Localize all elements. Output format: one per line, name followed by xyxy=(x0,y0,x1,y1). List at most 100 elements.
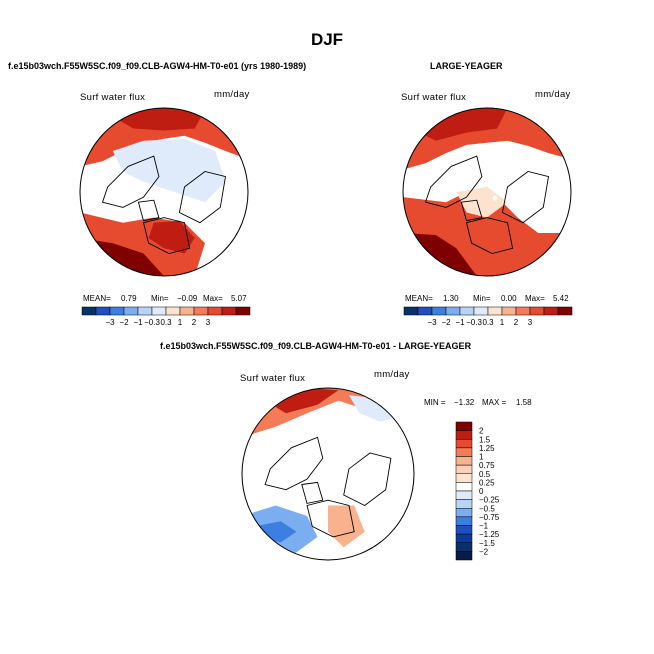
panel2-colorbar-swatch xyxy=(557,306,573,316)
panel2-max-label: Max= xyxy=(525,294,545,303)
panel3-map-coastline xyxy=(306,499,355,538)
panel3-stats: MIN = −1.32 MAX = 1.58 xyxy=(424,398,564,407)
panel1-colorbar-tick-label: 3 xyxy=(206,318,211,327)
panel2-colorbar-swatch xyxy=(515,306,531,316)
panel1-colorbar-tick-label: 1 xyxy=(178,318,183,327)
panel2-colorbar-tick-label: 2 xyxy=(514,318,519,327)
panel3-colorbar-swatch xyxy=(455,447,473,457)
panel3-map-region-europe-warm xyxy=(328,505,365,548)
panel1-units-label: mm/day xyxy=(214,89,250,100)
panel1-map-border xyxy=(79,107,249,277)
figure-title: DJF xyxy=(310,30,344,49)
panel3-colorbar-swatch xyxy=(455,551,473,561)
panel1-colorbar-swatch xyxy=(81,306,97,316)
panel2-mean-label: MEAN= xyxy=(405,294,433,303)
panel2-colorbar-tick-label: 0.3 xyxy=(482,318,494,327)
panel2-map-coastline xyxy=(465,217,514,254)
panel1-min-value: −0.09 xyxy=(177,294,198,303)
panel3-min-value: −1.32 xyxy=(454,398,475,407)
panel1-colorbar-swatch xyxy=(221,306,237,316)
panel3-map-region-north-pacific-cool xyxy=(349,395,402,422)
panel3-map-coastline xyxy=(343,452,392,507)
panel2-min-value: 0.00 xyxy=(501,294,517,303)
panel2-colorbar-swatch xyxy=(501,306,517,316)
panel3-colorbar-swatch xyxy=(455,473,473,483)
panel3-colorbar-tick-label: −1 xyxy=(479,522,489,531)
panel2-map-region-arctic xyxy=(456,186,508,218)
panel1-map-region-arctic xyxy=(112,138,226,203)
panel3-map-border xyxy=(241,387,415,561)
panel1-map-pole-marker xyxy=(169,195,175,201)
panel3-colorbar-swatch xyxy=(455,508,473,518)
panel3-map-coastline xyxy=(301,481,324,504)
panel3-colorbar-swatch xyxy=(455,542,473,552)
panel3-colorbar-swatch xyxy=(455,490,473,500)
panel3-colorbar-swatch xyxy=(455,482,473,492)
panel1-colorbar-swatch xyxy=(95,306,111,316)
panel3-colorbar-tick-label: 1 xyxy=(479,453,484,462)
panel2-mean-value: 1.30 xyxy=(443,294,459,303)
panel1-map-region-north-pacific xyxy=(80,108,248,167)
panel3-map-region-north-pacific-core xyxy=(265,388,339,414)
panel3-field-label: Surf water flux xyxy=(240,373,306,384)
panel1-map-coastline xyxy=(137,199,160,222)
panel3-colorbar-tick-label: 2 xyxy=(479,427,484,436)
panel3-map-coastline xyxy=(264,436,324,491)
panel1-max-value: 5.07 xyxy=(231,294,247,303)
panel2-min-label: Min= xyxy=(473,294,491,303)
panel3-colorbar-tick-label: −0.5 xyxy=(479,504,495,513)
panel2-colorbar-tick-label: 3 xyxy=(528,318,533,327)
panel1-map-coastline xyxy=(101,155,160,208)
panel1-colorbar-tick-label: −3 xyxy=(105,318,115,327)
panel3-map-pole-marker xyxy=(333,477,339,483)
panel1-stats: MEAN= 0.79 Min= −0.09 Max= 5.07 xyxy=(83,294,253,303)
panel3-map xyxy=(241,387,415,561)
panel3-colorbar-swatch xyxy=(455,439,473,449)
panel2-map xyxy=(402,107,572,277)
panel3-colorbar-tick-label: −1.5 xyxy=(479,539,495,548)
panel2-colorbar: −3 −2 −1 −0.3 0.3 1 2 3 xyxy=(403,306,573,327)
panel1-field-label: Surf water flux xyxy=(80,92,146,103)
panel2-map-border xyxy=(402,107,572,277)
panel1-colorbar: −3 −2 −1 −0.3 0.3 1 2 3 xyxy=(81,306,251,327)
panel1-mean-label: MEAN= xyxy=(83,294,111,303)
panel1-colorbar-tick-label: −1 xyxy=(133,318,143,327)
panel3-colorbar-tick-label: −2 xyxy=(479,547,489,556)
panel1-map-region-north-pacific-core xyxy=(112,108,205,131)
panel2-colorbar-swatch xyxy=(529,306,545,316)
panel2-colorbar-swatch xyxy=(445,306,461,316)
panel2-map-pole-marker xyxy=(492,195,498,201)
panel1-colorbar-swatch xyxy=(193,306,209,316)
panel3-colorbar-swatch xyxy=(455,456,473,466)
panel3-max-value: 1.58 xyxy=(516,398,532,407)
panel1-colorbar-tick-label: 2 xyxy=(192,318,197,327)
panel2-map-region-north-pacific-core xyxy=(415,108,508,141)
panel3-colorbar-tick-label: 0 xyxy=(479,487,484,496)
panel2-colorbar-swatch xyxy=(403,306,419,316)
panel3-colorbar-tick-label: 1.25 xyxy=(479,444,495,453)
panel2-colorbar-tick-label: −1 xyxy=(455,318,465,327)
panel1-colorbar-swatch xyxy=(165,306,181,316)
panel3-colorbar-tick-label: −0.25 xyxy=(479,496,500,505)
panel3-colorbar-swatch xyxy=(455,516,473,526)
panel3-units-label: mm/day xyxy=(374,369,410,380)
panel3-colorbar-swatch xyxy=(455,421,473,431)
panel1-map xyxy=(79,107,249,277)
panel2-colorbar-tick-label: −2 xyxy=(441,318,451,327)
panel2-colorbar-tick-label: −0.3 xyxy=(466,318,482,327)
panel2-colorbar-tick-label: −3 xyxy=(427,318,437,327)
panel3-colorbar-tick-label: −1.25 xyxy=(479,530,500,539)
panel2-colorbar-swatch xyxy=(487,306,503,316)
panel1-colorbar-swatch xyxy=(179,306,195,316)
panel3-colorbar-tick-label: 1.5 xyxy=(479,435,491,444)
panel2-stats: MEAN= 1.30 Min= 0.00 Max= 5.42 xyxy=(405,294,575,303)
panel3-colorbar-swatch xyxy=(455,525,473,535)
panel1-map-coastline xyxy=(178,171,227,224)
panel2-colorbar-swatch xyxy=(543,306,559,316)
panel1-colorbar-tick-label: −2 xyxy=(119,318,129,327)
panel1-map-region-north-atlantic xyxy=(148,220,195,254)
panel3-max-label: MAX = xyxy=(482,398,507,407)
panel2-colorbar-swatch xyxy=(431,306,447,316)
panel1-colorbar-swatch xyxy=(235,306,251,316)
panel3-colorbar-swatch xyxy=(455,499,473,509)
